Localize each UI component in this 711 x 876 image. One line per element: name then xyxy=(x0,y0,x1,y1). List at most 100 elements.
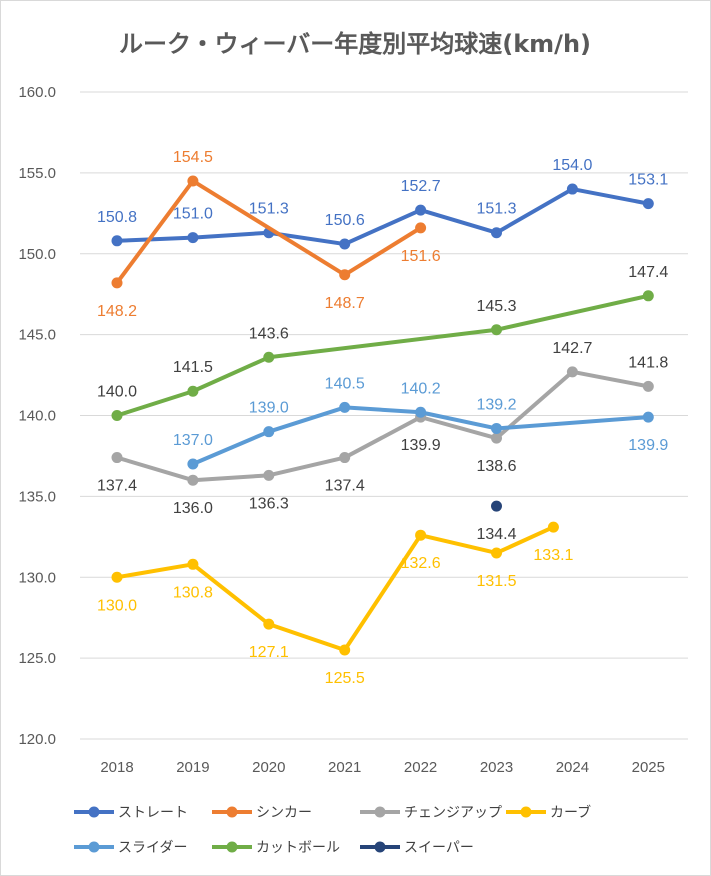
data-label: 137.4 xyxy=(325,478,365,495)
data-label: 139.2 xyxy=(476,396,516,413)
legend-item: チェンジアップ xyxy=(360,805,502,821)
x-tick-label: 2023 xyxy=(480,759,513,776)
y-tick-label: 145.0 xyxy=(18,327,56,344)
data-label: 152.7 xyxy=(401,178,441,195)
data-point xyxy=(187,175,199,187)
legend-item: スライダー xyxy=(74,840,187,856)
y-tick-label: 160.0 xyxy=(18,84,56,101)
legend-item: ストレート xyxy=(74,805,188,821)
series-line xyxy=(115,369,651,483)
data-label: 134.4 xyxy=(476,526,516,543)
data-label: 139.9 xyxy=(401,437,441,454)
grid-lines xyxy=(80,91,688,740)
legend-item: シンカー xyxy=(212,805,312,821)
data-label: 133.1 xyxy=(533,547,573,564)
data-point xyxy=(491,547,502,559)
data-point xyxy=(547,521,559,533)
y-tick-label: 120.0 xyxy=(18,731,56,748)
x-tick-label: 2021 xyxy=(328,759,361,776)
data-point xyxy=(491,422,502,434)
legend-item: カーブ xyxy=(506,804,591,821)
data-label: 154.0 xyxy=(552,157,592,174)
data-label: 137.4 xyxy=(97,478,137,495)
data-label: 132.6 xyxy=(401,555,441,572)
data-label: 138.6 xyxy=(476,458,516,475)
data-labels: 150.8 151.0 151.3 150.6 152.7 151.3 154.0 153.1… xyxy=(97,149,668,687)
legend-swatch-marker xyxy=(226,806,238,818)
data-label: 141.5 xyxy=(173,359,213,376)
data-point xyxy=(187,474,199,486)
data-point xyxy=(415,529,427,541)
x-tick-label: 2022 xyxy=(404,759,437,776)
data-label: 147.4 xyxy=(628,264,668,281)
legend-label: カーブ xyxy=(550,804,591,821)
x-tick-label: 2019 xyxy=(176,759,209,776)
chart-title: ルーク・ウィーバー年度別平均球速(km/h) xyxy=(119,30,591,58)
data-label: 130.8 xyxy=(173,584,213,601)
data-label: 137.0 xyxy=(173,432,213,449)
data-label: 125.5 xyxy=(325,670,365,687)
data-point xyxy=(111,410,123,421)
y-tick-label: 135.0 xyxy=(18,488,56,505)
y-tick-label: 125.0 xyxy=(18,650,56,667)
legend-item: スイーパー xyxy=(360,840,474,856)
series-line xyxy=(115,187,651,247)
data-point xyxy=(491,324,502,336)
legend-label: カットボール xyxy=(256,840,340,856)
data-point xyxy=(415,204,427,216)
data-point xyxy=(339,644,351,656)
x-tick-label: 2024 xyxy=(556,759,589,776)
legend-label: スライダー xyxy=(118,840,187,856)
data-point xyxy=(263,469,275,481)
data-label: 151.3 xyxy=(249,201,289,218)
data-label: 153.1 xyxy=(628,172,668,189)
data-point xyxy=(566,183,578,195)
data-point xyxy=(111,452,123,464)
x-axis: 2018 2019 2020 2021 2022 2023 2024 2025 xyxy=(100,759,665,776)
data-point xyxy=(263,426,275,438)
data-point xyxy=(491,227,502,239)
data-label: 136.3 xyxy=(249,495,289,512)
series-line xyxy=(190,405,651,467)
data-label: 141.8 xyxy=(628,354,668,371)
data-label: 130.0 xyxy=(97,597,137,614)
data-label: 140.2 xyxy=(401,380,441,397)
x-tick-label: 2020 xyxy=(252,759,285,776)
y-tick-label: 150.0 xyxy=(18,246,56,263)
data-label: 143.6 xyxy=(249,325,289,342)
data-point xyxy=(566,366,578,378)
series-group xyxy=(111,175,654,656)
data-label: 139.0 xyxy=(249,400,289,417)
data-label: 151.3 xyxy=(476,201,516,218)
data-point xyxy=(642,198,654,210)
legend-swatch-marker xyxy=(226,841,238,853)
data-point xyxy=(491,432,502,444)
legend-label: ストレート xyxy=(118,805,188,821)
data-label: 151.6 xyxy=(401,248,441,265)
data-label: 150.8 xyxy=(97,209,137,226)
data-point xyxy=(642,290,654,302)
legend-swatch-marker xyxy=(374,806,386,818)
data-label: 145.3 xyxy=(476,298,516,315)
data-label: 140.0 xyxy=(97,384,137,401)
data-point xyxy=(263,618,275,630)
data-point xyxy=(415,406,427,418)
data-label: 148.7 xyxy=(325,295,365,312)
data-point xyxy=(187,385,199,397)
series-line xyxy=(115,178,423,285)
data-point xyxy=(339,269,351,281)
data-point xyxy=(111,235,123,247)
data-label: 150.6 xyxy=(325,212,365,229)
y-tick-label: 130.0 xyxy=(18,569,56,586)
data-point xyxy=(111,277,123,289)
y-tick-label: 140.0 xyxy=(18,408,56,425)
data-point xyxy=(339,401,351,413)
data-label: 148.2 xyxy=(97,303,137,320)
legend-swatch-marker xyxy=(520,806,532,818)
data-point xyxy=(491,500,502,512)
legend-label: チェンジアップ xyxy=(404,805,502,821)
legend-item: カットボール xyxy=(212,840,340,856)
x-tick-label: 2018 xyxy=(100,759,133,776)
